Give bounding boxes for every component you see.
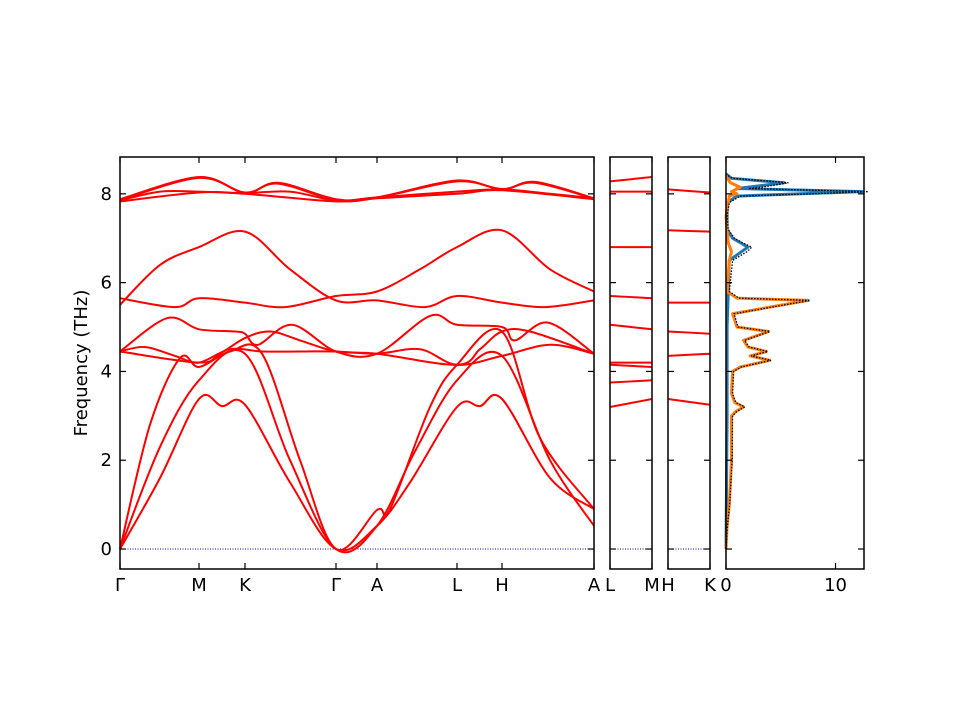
phonon-band xyxy=(609,176,653,183)
high-symmetry-point-label: Γ xyxy=(331,575,341,596)
total-dos-curve xyxy=(725,173,869,550)
y-tick-label: 8 xyxy=(101,184,112,205)
band-panel-1: 0 2 4 6 8 Γ M K Γ A L H A xyxy=(101,156,601,596)
high-symmetry-point-label: A xyxy=(588,575,601,596)
partial-dos-curve-1 xyxy=(724,172,865,550)
phonon-band xyxy=(609,379,653,384)
phonon-band xyxy=(609,295,653,300)
phonon-band xyxy=(119,176,595,203)
phonon-band xyxy=(609,398,653,408)
panel-frame xyxy=(667,156,711,570)
panel-frame xyxy=(725,156,865,570)
phonon-band xyxy=(667,398,711,406)
panel-frame xyxy=(609,156,653,570)
high-symmetry-point-label: Γ xyxy=(115,575,125,596)
high-symmetry-point-label: A xyxy=(371,575,384,596)
dos-x-tick-label: 0 xyxy=(720,575,731,596)
high-symmetry-point-label: K xyxy=(704,575,717,596)
high-symmetry-point-label: M xyxy=(191,575,207,596)
high-symmetry-point-label: L xyxy=(452,575,462,596)
phonon-band xyxy=(119,393,595,552)
phonon-band xyxy=(119,328,595,552)
high-symmetry-point-label: H xyxy=(495,575,509,596)
y-tick-label: 4 xyxy=(101,361,112,382)
panel-frame xyxy=(119,156,595,570)
dos-x-tick-label: 10 xyxy=(824,575,847,596)
phonon-band xyxy=(609,363,653,368)
dos-panel: 0 10 xyxy=(720,156,869,596)
phonon-band xyxy=(667,188,711,194)
y-tick-label: 2 xyxy=(101,450,112,471)
phonon-band xyxy=(667,352,711,357)
y-tick-label: 0 xyxy=(101,539,112,560)
y-axis-label: Frequency (THz) xyxy=(71,290,92,437)
high-symmetry-point-label: M xyxy=(644,575,660,596)
phonon-band xyxy=(119,228,595,309)
phonon-band xyxy=(119,175,595,202)
phonon-band xyxy=(119,343,595,366)
high-symmetry-point-label: H xyxy=(661,575,675,596)
phonon-band xyxy=(667,229,711,233)
phonon-band xyxy=(667,330,711,335)
phonon-band xyxy=(609,323,653,331)
phonon-band xyxy=(119,229,595,309)
y-tick-label: 6 xyxy=(101,273,112,294)
phonon-band xyxy=(119,348,595,554)
high-symmetry-point-label: L xyxy=(605,575,615,596)
phonon-band xyxy=(119,327,595,366)
partial-dos-curve-2 xyxy=(724,175,810,550)
high-symmetry-point-label: K xyxy=(239,575,252,596)
